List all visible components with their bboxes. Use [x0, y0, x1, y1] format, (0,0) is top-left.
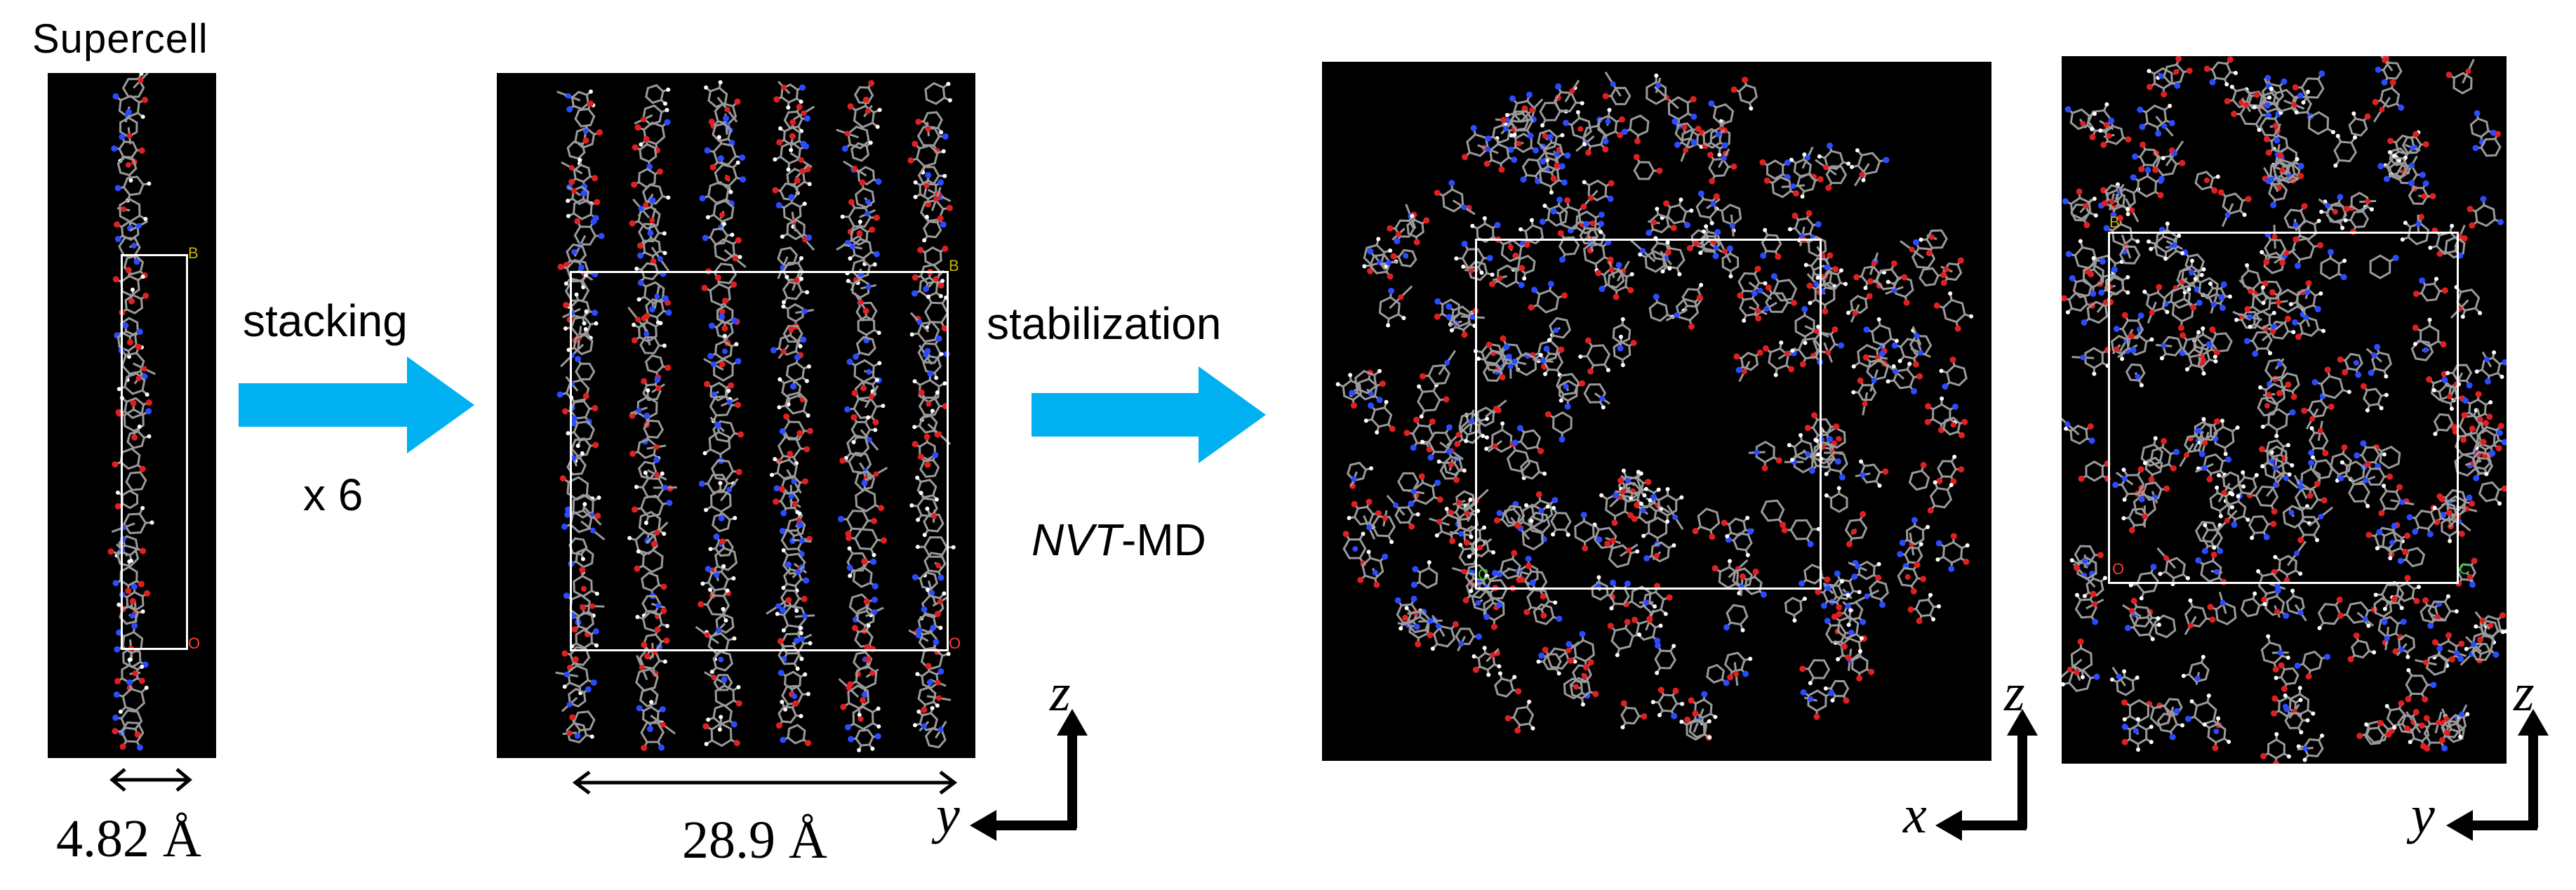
supercell-panel: B O	[48, 73, 216, 758]
axis-horizontal-label: y	[2411, 785, 2435, 844]
dimension-arrow-single	[109, 768, 192, 792]
stacked-structure	[555, 79, 956, 752]
stacked-corner-label-bottom: O	[949, 635, 961, 652]
dimension-label-single: 4.82 Å	[56, 809, 201, 868]
md-method-label: NVT-MD	[1032, 514, 1206, 566]
supercell-corner-label-bottom: O	[188, 635, 201, 652]
dimension-label-stack: 28.9 Å	[682, 811, 827, 870]
axes-stacked-arrows	[970, 709, 1088, 841]
axes-stacked: z y	[926, 663, 1095, 863]
axis-vertical-label: z	[2514, 663, 2535, 722]
md-xz-cell-box	[1475, 239, 1822, 590]
stacking-multiplier: x 6	[303, 470, 363, 520]
md-xz-structure	[1335, 71, 1974, 741]
stacking-arrow	[239, 357, 474, 453]
md-method: -MD	[1121, 514, 1206, 565]
md-yz-corner-label-right: C	[2459, 560, 2470, 578]
axis-horizontal-label: x	[1903, 785, 1927, 844]
axes-md-xz: z x	[1902, 663, 2070, 863]
md-yz-panel: B O C	[2062, 56, 2507, 764]
stacked-panel: B O	[497, 73, 975, 758]
stabilization-arrow	[1032, 366, 1266, 463]
axes-md-yz-arrows	[2446, 709, 2549, 841]
axis-vertical-label: z	[2004, 663, 2025, 722]
stabilization-label: stabilization	[987, 298, 1222, 349]
dimension-arrow-stack	[572, 771, 958, 795]
stacked-corner-label-top: B	[949, 257, 959, 274]
axes-md-yz: z y	[2386, 663, 2568, 863]
axis-horizontal-label: y	[936, 785, 960, 844]
axis-vertical-label: z	[1050, 663, 1071, 722]
supercell-cell-box	[121, 254, 188, 650]
supercell-corner-label-top: B	[188, 244, 199, 262]
md-ensemble: NVT	[1032, 514, 1121, 565]
md-xz-corner-label: C	[1478, 566, 1489, 583]
stacked-cell-box	[570, 271, 949, 651]
md-yz-corner-label-left: O	[2112, 560, 2125, 578]
md-xz-panel: C	[1322, 62, 1991, 761]
supercell-label: Supercell	[32, 16, 208, 62]
axes-md-xz-arrows	[1935, 709, 2038, 841]
md-yz-corner-label-top: B	[2109, 213, 2120, 231]
md-yz-structure	[2062, 56, 2507, 764]
md-yz-cell-box	[2108, 232, 2459, 584]
stacking-label: stacking	[243, 295, 408, 346]
